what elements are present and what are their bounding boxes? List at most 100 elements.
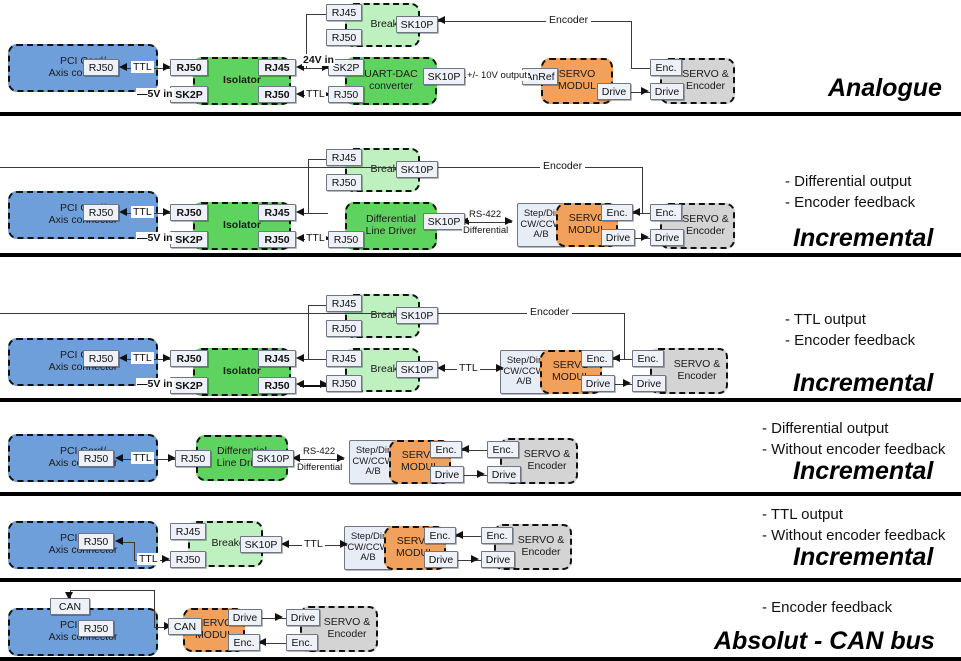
pin-rj45-iso-out: RJ45 [258,59,296,76]
label-5v-1: —5V in [136,88,174,100]
servo-enc-6-l1: SERVO & [323,616,371,629]
pin-drive-servo-3: Drive [581,375,615,392]
bullets-row5: - TTL output - Without encoder feedback [762,505,945,546]
row-divider-5 [0,578,961,582]
stepdir-3-l1: Step/Dir [355,445,391,457]
pin-rj50-breakout-1: RJ50 [326,29,362,46]
category-row4: Incremental [793,457,934,485]
servo-enc-5-l2: Encoder [521,546,561,558]
pin-enc-servoenc-3: Enc. [632,350,664,367]
stepdir-1-l2: CW/CCW [520,218,562,230]
stepdir-2-l1: Step/Dir [506,355,542,367]
pin-rj50-pci-3: RJ50 [83,350,119,367]
pin-anref: AnRef [522,68,558,85]
servo-modul-2-l1: SERVO [568,212,606,225]
label-rs422-1-l2: Differential [462,225,510,236]
label-ttl-r5a: TTL [137,553,160,565]
servo-modul-5-l2: MODUL [396,547,434,559]
pci-card-5-l2: Axis connector [48,544,118,556]
bullets-row2: - Differential output - Encoder feedback [785,172,915,213]
stepdir-2-l2: CW/CCW [503,365,545,377]
label-rs422-2-l1: RS-422 [302,446,337,457]
pin-rj45-breakout-3b: RJ45 [326,350,362,367]
label-encoder-1: Encoder [546,14,592,26]
breakout-label-3a: Breakout [370,309,413,322]
pin-rj50-pci-4: RJ50 [78,450,114,467]
bullet-row4-1: - Without encoder feedback [762,440,946,458]
pin-rj50-breakout-5: RJ50 [170,551,206,568]
breakout-label-1: Breakout [370,18,413,31]
pin-drive-servo-6: Drive [228,609,262,626]
servo-modul-2-l2: MODUL [568,224,606,236]
pin-rj50-breakout-3a: RJ50 [326,320,362,337]
servo-modul-4-l1: SERVO [401,449,439,462]
bullets-row4: - Differential output - Without encoder … [762,419,945,460]
row-divider-3 [0,398,961,402]
servo-modul-l2-1: MODUL [558,80,596,92]
label-rs422-2-l2: Differential [296,462,344,473]
category-row5: Incremental [793,543,934,571]
pci-card-3-l2: Axis connector [48,361,118,373]
breakout-label-3b: Breakout [370,363,413,376]
servo-modul-5-l1: SERVO [396,535,434,548]
bullets-row3: - TTL output - Encoder feedback [785,310,915,351]
label-ttl-r2b: TTL [305,232,326,244]
row-divider-6 [0,657,961,661]
row-divider-1 [0,112,961,116]
label-ttl-r5b: TTL [302,538,325,550]
pin-rj50-dld-2: RJ50 [175,450,211,467]
label-24v-1: 24V in [302,54,335,66]
stepdir-4-l1: Step/Dir [350,531,386,543]
pin-enc-servo-5: Enc. [424,527,456,544]
servo-modul-3-l1: SERVO [552,359,590,372]
pin-sk2p-iso2-in: SK2P [170,231,208,248]
dld-1-l1: Differential [366,213,416,226]
isolator-label: Isolator [223,74,261,87]
pin-sk2p-uart: SK2P [328,59,364,76]
pin-enc-servo-2: Enc. [601,204,633,221]
pin-rj50-iso3-in: RJ50 [170,350,208,367]
stepdir-1-l1: Step/Dir [523,208,559,220]
servo-enc-l2-1: Encoder [685,80,726,92]
pin-drive-servoenc-5: Drive [481,551,515,568]
servo-enc-2-l1: SERVO & [682,213,729,226]
uart-dac-line1: UART-DAC [364,68,418,81]
pin-sk10p-breakout-5: SK10P [240,536,282,553]
pin-sk10p-breakout-3b: SK10P [396,361,438,378]
label-ttl-2: TTL [305,88,326,100]
pin-rj50-iso-out: RJ50 [258,86,296,103]
stepdir-1-l3: A/B [533,229,549,241]
bullet-row5-0: - TTL output [762,506,843,523]
servo-modul-6-l1: SERVO [195,617,233,630]
bullets-row6: - Encoder feedback [762,598,892,619]
bullet-row3-1: - Encoder feedback [785,331,916,349]
label-ttl-r3b: TTL [457,362,480,374]
pin-sk2p-iso-in: SK2P [170,86,208,103]
label-ttl-r2a: TTL [131,206,154,218]
pin-rj45-breakout-5: RJ45 [170,523,206,540]
row-divider-4 [0,492,961,496]
category-analogue: Analogue [828,74,942,102]
servo-enc-4-l1: SERVO & [523,448,571,461]
pin-drive-servo-4: Drive [430,466,464,483]
pin-rj45-iso3-out: RJ45 [258,350,296,367]
pci-card-6-l2: Axis connector [48,631,118,643]
pin-sk10p-breakout-3a: SK10P [396,307,438,324]
label-encoder-3: Encoder [527,306,573,318]
pin-rj50-dld-1: RJ50 [328,231,364,248]
label-ttl-1: TTL [131,61,154,73]
pin-drive-servo-1: Drive [597,83,631,100]
row-divider-2 [0,253,961,257]
pin-drive-servoenc-6: Drive [286,609,320,626]
stepdir-3-l2: CW/CCW [352,455,394,467]
servo-enc-5-l1: SERVO & [517,534,565,547]
dld-2-l2: Line Driver [216,457,268,469]
breakout-label-5: Breakout [211,537,254,550]
pin-rj50-iso3-out: RJ50 [258,377,296,394]
servo-enc-4-l2: Encoder [527,460,567,472]
pin-sk2p-iso3-in: SK2P [170,377,208,394]
label-5v-2: —5V in [136,232,174,244]
label-ttl-r4: TTL [131,452,154,464]
category-row3: Incremental [793,369,934,397]
uart-dac-line2: converter [369,80,413,92]
